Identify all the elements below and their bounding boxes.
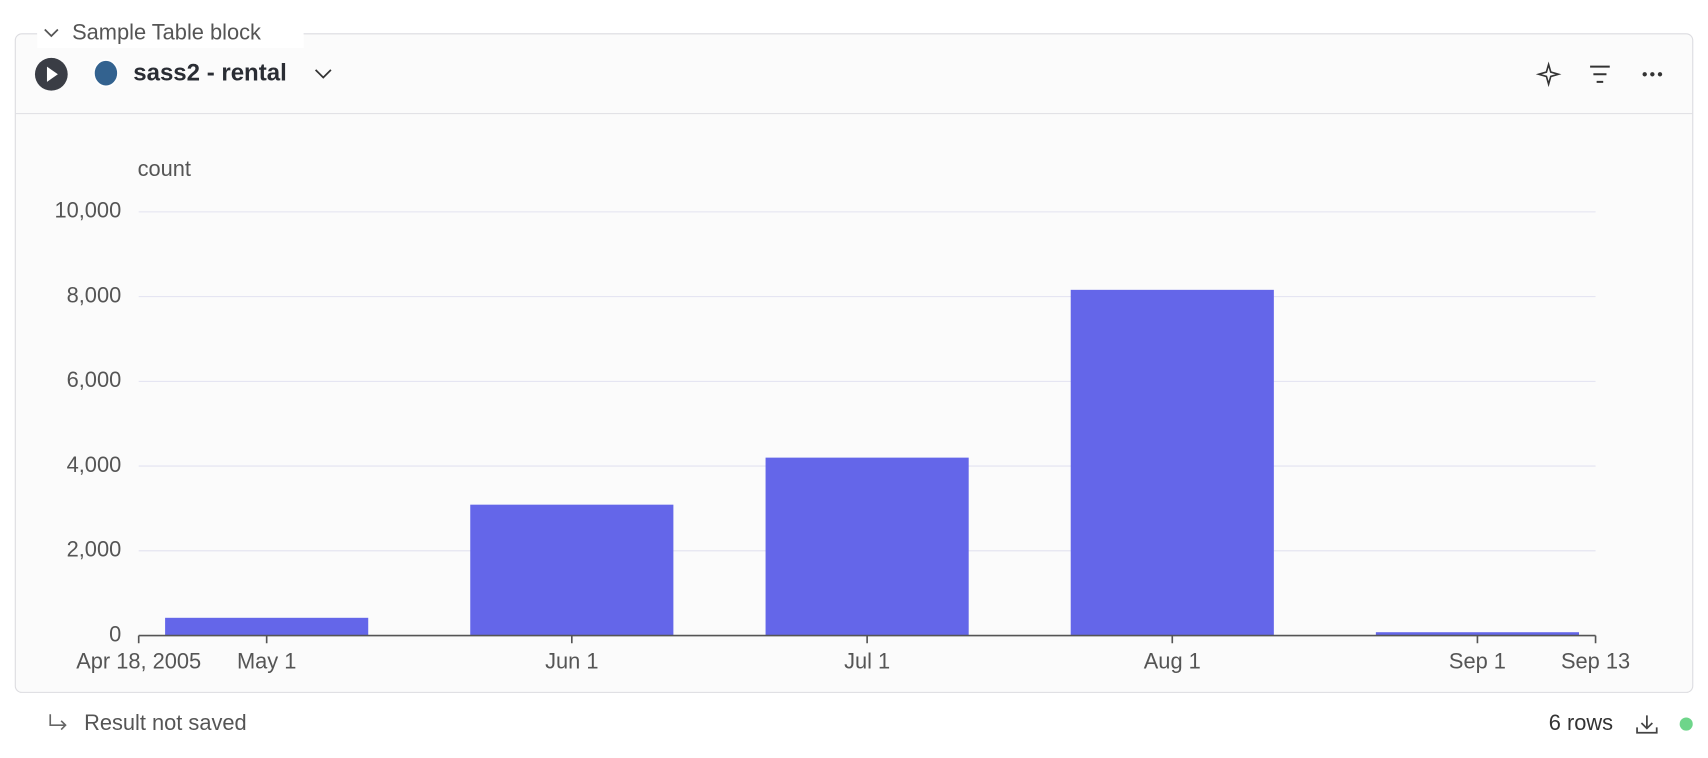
row-count: 6 rows: [1549, 710, 1613, 735]
download-button[interactable]: [1636, 715, 1658, 734]
x-tick-label: Sep 1: [1449, 649, 1506, 674]
y-tick-label: 6,000: [67, 367, 122, 392]
legend-bg: [37, 19, 304, 49]
bar: [470, 504, 674, 636]
result-icon: [49, 714, 67, 731]
bar: [765, 457, 969, 636]
block-title: Sample Table block: [72, 20, 261, 45]
status-dot: [1679, 717, 1693, 731]
ai-button[interactable]: [1535, 61, 1562, 88]
x-tick-label: Aug 1: [1144, 649, 1201, 674]
more-button[interactable]: [1642, 72, 1663, 77]
source-chevron[interactable]: [314, 69, 332, 79]
y-axis-label: count: [138, 156, 191, 181]
chart: 0 2,000 4,000 6,000 8,000 10,000 Apr 18, 2005 M…: [54, 198, 1630, 674]
run-icon: [46, 66, 58, 82]
source-name[interactable]: sass2 - rental: [133, 60, 287, 87]
bar: [1375, 632, 1579, 636]
x-tick-label: Apr 18, 2005: [76, 649, 201, 674]
y-tick-label: 10,000: [54, 198, 121, 223]
y-tick-label: 0: [109, 621, 121, 646]
x-tick-label: Jun 1: [545, 649, 598, 674]
filter-button[interactable]: [1590, 65, 1610, 83]
x-tick-label: Jul 1: [844, 649, 890, 674]
y-tick-label: 8,000: [67, 282, 122, 307]
x-tick-label: Sep 13: [1561, 649, 1630, 674]
x-tick-label: May 1: [237, 649, 296, 674]
bar: [165, 617, 369, 636]
result-status: Result not saved: [84, 710, 247, 735]
bar: [1070, 289, 1274, 636]
collapse-chevron[interactable]: [44, 28, 59, 38]
postgres-icon: [93, 59, 119, 88]
y-tick-label: 4,000: [67, 452, 122, 477]
y-tick-label: 2,000: [67, 537, 122, 562]
